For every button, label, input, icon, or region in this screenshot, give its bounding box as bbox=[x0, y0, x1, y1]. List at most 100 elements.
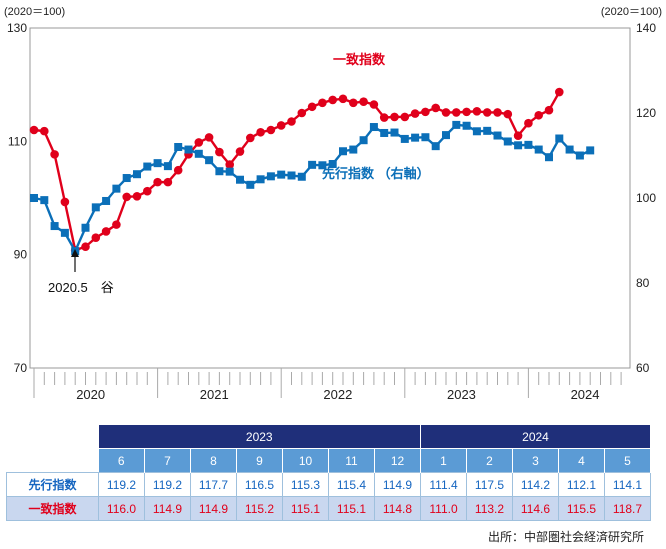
coincident-point bbox=[328, 95, 338, 105]
coincident-point bbox=[349, 98, 358, 108]
leading-point bbox=[534, 145, 543, 154]
trough-label: 2020.5 谷 bbox=[48, 280, 114, 295]
right-tick-label: 120 bbox=[636, 106, 656, 120]
leading-point bbox=[133, 170, 141, 179]
leading-point bbox=[586, 146, 595, 155]
table-cell: 114.9 bbox=[374, 472, 421, 497]
table-cell: 115.1 bbox=[282, 496, 329, 521]
coincident-point bbox=[452, 108, 461, 117]
coincident-point bbox=[369, 100, 379, 109]
blank-corner bbox=[7, 449, 99, 473]
coincident-point bbox=[112, 220, 121, 229]
leading-point bbox=[421, 133, 430, 142]
leading-point bbox=[40, 196, 49, 205]
table-cell: 115.4 bbox=[328, 472, 375, 497]
left-tick-label: 130 bbox=[7, 21, 27, 35]
table-month-header: 3 bbox=[512, 448, 559, 473]
leading-point bbox=[205, 156, 214, 165]
coincident-point bbox=[410, 109, 420, 118]
leading-point bbox=[81, 223, 90, 232]
leading-point bbox=[287, 171, 296, 180]
leading-point bbox=[225, 167, 234, 176]
leading-point bbox=[411, 133, 420, 142]
coincident-point bbox=[544, 105, 554, 115]
leading-point bbox=[359, 136, 368, 145]
coincident-point bbox=[173, 165, 183, 175]
table-month-header: 11 bbox=[328, 448, 375, 473]
right-tick-label: 140 bbox=[636, 21, 656, 35]
coincident-point bbox=[338, 94, 348, 104]
leading-point bbox=[215, 167, 224, 176]
coincident-point bbox=[91, 233, 101, 242]
leading-point bbox=[493, 131, 502, 140]
leading-point bbox=[462, 121, 471, 130]
leading-point bbox=[452, 120, 461, 129]
leading-point bbox=[297, 172, 306, 181]
month-header-row: 6 7 8 9 10 11 12 1 2 3 4 5 bbox=[7, 448, 651, 473]
table-year-header: 2024 bbox=[420, 425, 651, 449]
leading-point bbox=[349, 145, 358, 154]
leading-point bbox=[102, 196, 111, 205]
leading-point bbox=[174, 143, 183, 151]
coincident-point bbox=[204, 133, 214, 142]
table-cell: 117.5 bbox=[466, 472, 513, 497]
table-month-header: 4 bbox=[558, 448, 605, 473]
coincident-point bbox=[431, 103, 441, 113]
trough-annotation: 2020.5 谷 bbox=[48, 249, 114, 295]
coincident-point bbox=[122, 192, 131, 202]
right-tick-label: 60 bbox=[636, 361, 650, 375]
coincident-point bbox=[462, 107, 471, 117]
coincident-point bbox=[555, 87, 564, 97]
coincident-point bbox=[60, 197, 70, 207]
table-cell: 114.1 bbox=[604, 472, 651, 497]
coincident-series-label: 一致指数 bbox=[333, 52, 386, 67]
coincident-point bbox=[256, 127, 265, 137]
leading-point bbox=[442, 131, 450, 140]
table-month-header: 6 bbox=[98, 448, 145, 473]
coincident-index-line bbox=[33, 91, 561, 252]
coincident-point bbox=[50, 150, 59, 159]
coincident-point bbox=[318, 98, 327, 108]
leading-point bbox=[50, 222, 59, 231]
leading-point bbox=[328, 160, 337, 168]
table-month-header: 9 bbox=[236, 448, 283, 473]
table-cell: 118.7 bbox=[604, 496, 651, 521]
coincident-point bbox=[534, 110, 543, 120]
coincident-point bbox=[194, 138, 204, 147]
leading-point bbox=[514, 141, 523, 150]
trough-arrow-head bbox=[71, 249, 79, 257]
coincident-point bbox=[441, 108, 451, 117]
table-cell: 112.1 bbox=[558, 472, 605, 497]
coincident-point bbox=[400, 112, 410, 122]
coincident-point bbox=[493, 108, 502, 117]
leading-point bbox=[30, 194, 38, 202]
table-cell: 115.1 bbox=[328, 496, 375, 521]
coincident-point bbox=[297, 108, 307, 118]
leading-point bbox=[256, 175, 265, 184]
table-month-header: 7 bbox=[144, 448, 191, 473]
coincident-point bbox=[276, 121, 286, 130]
table-cell: 115.3 bbox=[282, 472, 329, 497]
leading-point bbox=[369, 123, 378, 132]
leading-point bbox=[194, 149, 203, 158]
right-tick-label: 80 bbox=[636, 276, 650, 290]
table-month-header: 2 bbox=[466, 448, 513, 473]
coincident-point bbox=[421, 107, 430, 117]
year-header-row: 2023 2024 bbox=[7, 425, 651, 449]
row-label-coincident: 一致指数 bbox=[6, 496, 99, 521]
row-label-leading: 先行指数 bbox=[6, 472, 99, 497]
left-tick-label: 70 bbox=[14, 361, 28, 375]
leading-point bbox=[91, 203, 100, 212]
leading-point bbox=[266, 172, 275, 181]
leading-series-label: 先行指数 （右軸） bbox=[322, 166, 430, 181]
coincident-point bbox=[101, 227, 111, 236]
coincident-point bbox=[143, 186, 152, 196]
leading-point bbox=[380, 128, 389, 137]
table-month-header: 12 bbox=[374, 448, 421, 473]
table-cell: 115.2 bbox=[236, 496, 283, 521]
leading-point bbox=[524, 140, 533, 149]
coincident-point bbox=[482, 108, 492, 117]
right-axis-unit: (2020＝100) bbox=[601, 6, 662, 18]
leading-point bbox=[308, 160, 317, 169]
leading-point bbox=[545, 153, 553, 162]
